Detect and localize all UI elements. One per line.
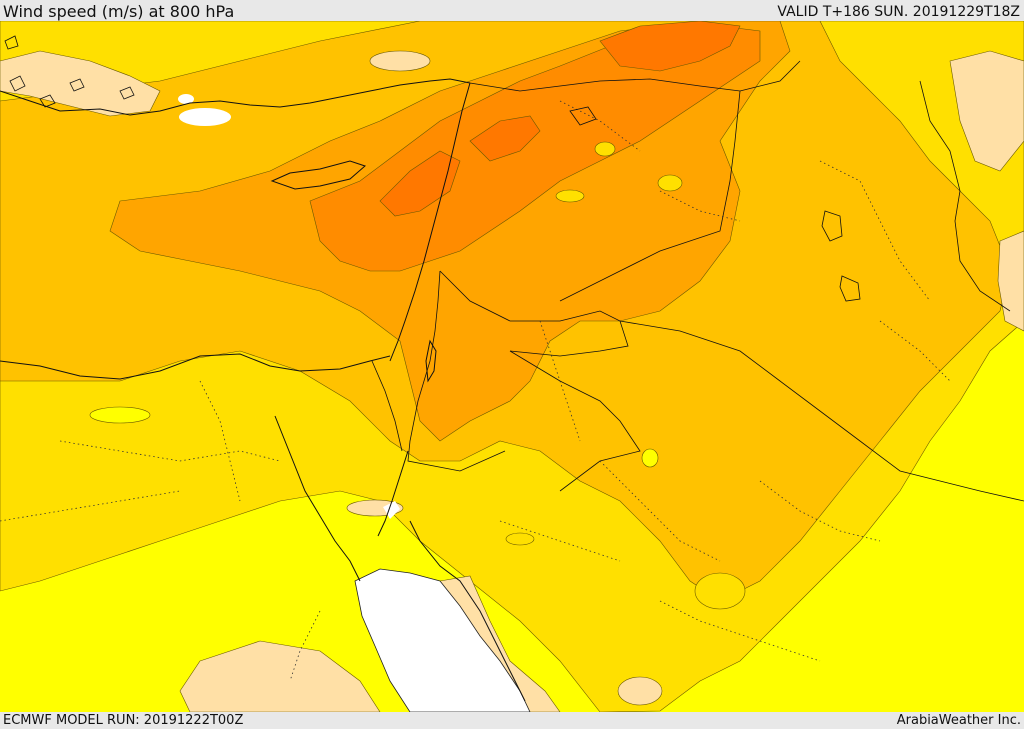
aegean-islands (4, 35, 135, 108)
header-bar: Wind speed (m/s) at 800 hPa VALID T+186 … (0, 0, 1024, 21)
band-1-hole-f (505, 532, 535, 546)
lake-assad (569, 106, 597, 126)
cyprus (270, 160, 366, 190)
calm-patch-aegean (179, 108, 231, 126)
iraq-lake-b (839, 275, 861, 302)
map-title: Wind speed (m/s) at 800 hPa (3, 2, 235, 21)
border-egypt-israel (371, 360, 403, 452)
valid-time: VALID T+186 SUN. 20191229T18Z (777, 4, 1020, 20)
light-patch-east (997, 230, 1024, 332)
band-1-hole-e (694, 572, 746, 610)
border-turkey-syria (469, 60, 801, 92)
border-syria-jordan (439, 270, 629, 357)
coast-egypt-north (0, 353, 391, 380)
coast-turkey-south (0, 78, 471, 116)
credit: ArabiaWeather Inc. (896, 713, 1021, 728)
coast-red-sea-east (409, 520, 526, 702)
calm-patch-gulf-aqaba (383, 501, 400, 519)
border-iraq-saudi (619, 320, 1024, 502)
band-1-hole-g (594, 141, 616, 157)
light-patch-egypt (179, 640, 381, 712)
light-patch-aegean (0, 50, 161, 117)
map-canvas (0, 21, 1024, 712)
border-syria-iraq (559, 90, 741, 302)
model-run: ECMWF MODEL RUN: 20191222T00Z (3, 713, 244, 728)
band-6-region-b (599, 21, 741, 72)
light-patch-nw (369, 50, 431, 72)
calm-patch-turkey (178, 94, 194, 104)
coast-gulf-aqaba (377, 450, 409, 537)
coast-sinai-gulf-suez (274, 415, 361, 582)
band-1-hole-b (657, 174, 683, 192)
light-patch-ne (949, 50, 1024, 172)
band-6-region-a (379, 150, 461, 217)
dead-sea (425, 339, 437, 383)
iraq-lake-a (821, 210, 843, 242)
light-patch-south (617, 676, 663, 706)
footer-bar: ECMWF MODEL RUN: 20191222T00Z ArabiaWeat… (0, 712, 1024, 729)
border-iran-iraq (919, 80, 1011, 312)
red-sea (354, 568, 531, 712)
band-6-region-c (469, 115, 541, 162)
coast-levant (389, 82, 471, 362)
province-lines (0, 100, 951, 682)
band-1-hole-d (641, 448, 659, 468)
border-israel-jordan (407, 270, 506, 472)
band-5-region (309, 25, 761, 272)
band-1-hole-c (555, 189, 585, 203)
wind-speed-map[interactable] (0, 21, 1024, 712)
band-1-hole-a (89, 406, 151, 424)
